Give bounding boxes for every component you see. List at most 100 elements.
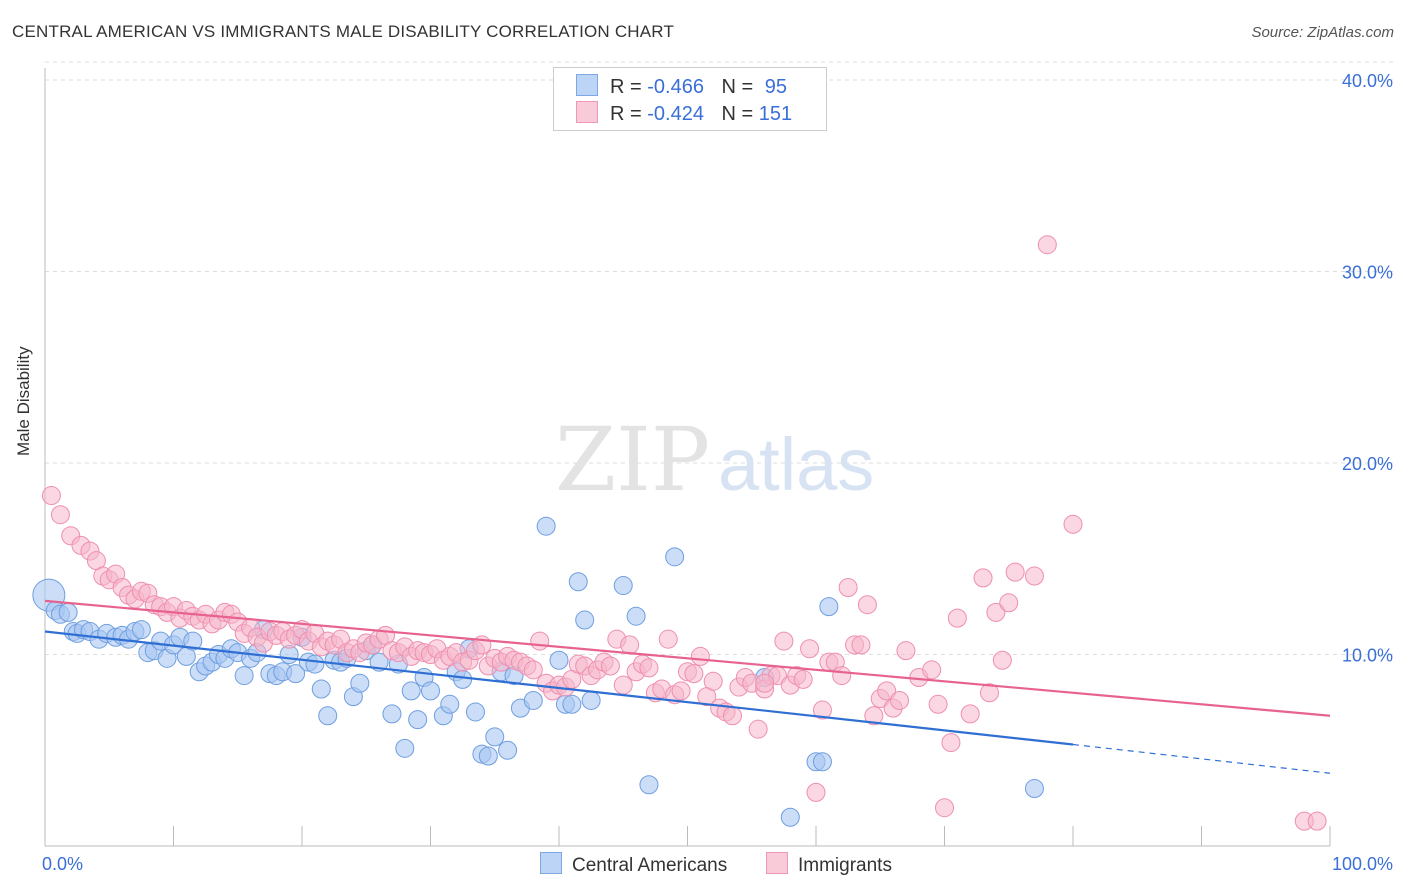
immigrants-point [864, 706, 884, 726]
legend-n-central: 95 [764, 76, 788, 98]
immigrants-point [986, 602, 1006, 622]
immigrants-point [658, 629, 678, 649]
immigrants-point [793, 669, 813, 689]
y-tick-label: 10.0% [1342, 646, 1393, 666]
trend-lines [44, 599, 1331, 774]
legend-r-label: R = [610, 103, 642, 125]
immigrants-point [973, 568, 993, 588]
source-label: Source: ZipAtlas.com [1251, 24, 1394, 41]
y-tick-label: 40.0% [1342, 71, 1393, 91]
legend-item-central[interactable]: Central Americans [540, 852, 727, 877]
immigrants-point [620, 635, 640, 655]
legend-r-central: -0.466 [647, 76, 704, 98]
central-americans-point [485, 727, 505, 747]
legend-swatch-central [576, 74, 598, 96]
immigrants-point [755, 673, 775, 693]
central-americans-trend-extension [1072, 743, 1331, 774]
immigrants-point [41, 486, 61, 506]
x-tick-label-max: 100.0% [1332, 854, 1393, 874]
central-americans-point [626, 606, 646, 626]
legend-r-immigrants: -0.424 [647, 103, 704, 125]
immigrants-point [530, 631, 550, 651]
immigrants-trend-line [44, 599, 1331, 717]
central-americans-point [1024, 779, 1044, 799]
immigrants-point [1005, 562, 1025, 582]
immigrants-point [684, 664, 704, 684]
central-americans-point [549, 650, 569, 670]
immigrants-point [50, 505, 70, 525]
immigrants-point [960, 704, 980, 724]
legend-n-label: N = [721, 103, 754, 125]
legend-swatch-immigrants [576, 101, 598, 123]
central-americans-point [395, 738, 415, 758]
central-americans-point [498, 740, 518, 760]
watermark-atlas: atlas [718, 423, 874, 506]
watermark: ZIP atlas [555, 408, 874, 511]
central-americans-point [819, 597, 839, 617]
immigrants-point [851, 635, 871, 655]
legend-swatch-immigrants-bottom [766, 852, 788, 874]
immigrants-point [1024, 566, 1044, 586]
x-tick-label-min: 0.0% [42, 854, 83, 874]
watermark-zip: ZIP [555, 408, 710, 511]
central-americans-point [421, 681, 440, 701]
immigrants-point [800, 639, 820, 659]
central-americans-point [286, 664, 306, 684]
central-americans-point [440, 694, 460, 714]
central-americans-trend-line [44, 630, 1074, 746]
legend-n-immigrants: 151 [758, 103, 793, 125]
immigrants-point [992, 650, 1012, 670]
immigrants-point [857, 595, 877, 615]
immigrants-point [890, 690, 910, 710]
central-americans-point [780, 807, 800, 827]
immigrants-point [999, 593, 1019, 613]
immigrants-point [671, 681, 691, 701]
central-americans-point [183, 631, 203, 651]
central-americans-point [401, 681, 421, 701]
central-americans-point [318, 706, 338, 726]
central-americans-point [465, 702, 485, 722]
immigrants-point [1037, 235, 1057, 255]
immigrants-point [774, 631, 794, 651]
y-tick-label: 20.0% [1342, 454, 1393, 474]
central-americans-point [812, 752, 832, 772]
immigrants-point [703, 671, 723, 691]
immigrants-point [832, 666, 852, 686]
legend-label-immigrants: Immigrants [798, 855, 892, 876]
immigrants-point [896, 641, 916, 661]
immigrants-point [812, 700, 832, 720]
central-americans-point [536, 516, 556, 536]
central-americans-point [131, 620, 151, 640]
central-americans-point [562, 694, 582, 714]
legend-r-label: R = [610, 76, 642, 98]
immigrants-point [979, 683, 999, 703]
immigrants-point [613, 675, 633, 695]
correlation-legend: R = -0.466 N = 95 R = -0.424 N = 151 [553, 67, 827, 131]
immigrants-points [41, 235, 1327, 831]
central-americans-point [350, 673, 370, 693]
central-americans-point [568, 572, 588, 592]
immigrants-point [941, 733, 961, 753]
central-americans-point [639, 775, 659, 795]
immigrants-point [639, 658, 659, 678]
central-americans-point [478, 746, 498, 766]
central-americans-point [523, 690, 543, 710]
legend-n-label: N = [721, 76, 754, 98]
y-axis-label: Male Disability [14, 346, 33, 456]
immigrants-point [935, 798, 954, 818]
legend-item-immigrants[interactable]: Immigrants [766, 852, 892, 877]
central-americans-point [581, 690, 601, 710]
central-americans-point [575, 610, 595, 630]
central-americans-point [665, 547, 685, 567]
immigrants-point [690, 646, 710, 666]
immigrants-point [928, 694, 948, 714]
central-americans-point [305, 654, 325, 674]
immigrants-point [947, 608, 967, 628]
immigrants-point [722, 706, 742, 726]
immigrants-point [1063, 514, 1083, 534]
legend-row-central: R = -0.466 N = 95 [576, 74, 787, 100]
legend-row-immigrants: R = -0.424 N = 151 [576, 101, 792, 127]
central-americans-point [58, 602, 78, 622]
immigrants-point [1307, 811, 1327, 831]
